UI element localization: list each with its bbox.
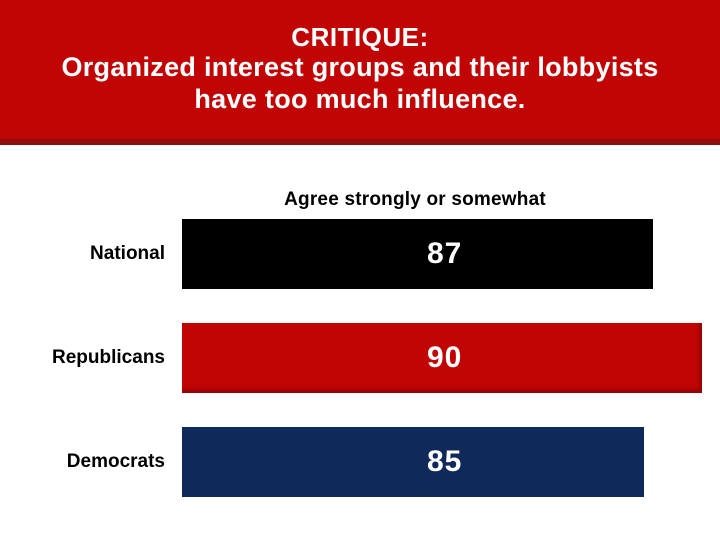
title-banner: CRITIQUE: Organized interest groups and … — [0, 0, 720, 145]
bar-democrats: 85 — [182, 427, 644, 497]
banner-kicker: CRITIQUE: — [291, 22, 429, 53]
bar-value-national: 87 — [427, 237, 463, 270]
category-label-republicans: Republicans — [52, 347, 165, 368]
bar-value-democrats: 85 — [427, 445, 463, 478]
chart-row-national: National 87 — [0, 219, 720, 289]
bar-value-republicans: 90 — [427, 341, 463, 374]
category-label-national: National — [90, 243, 165, 264]
banner-line-1: Organized interest groups and their lobb… — [61, 51, 659, 82]
chart-row-republicans: Republicans 90 — [0, 323, 720, 393]
bar-republicans: 90 — [182, 323, 702, 393]
category-label-democrats: Democrats — [66, 451, 165, 472]
chart-series-header: Agree strongly or somewhat — [284, 189, 546, 210]
chart-row-democrats: Democrats 85 — [0, 427, 720, 497]
bar-national: 87 — [182, 219, 653, 289]
banner-line-2: have too much influence. — [194, 83, 526, 114]
